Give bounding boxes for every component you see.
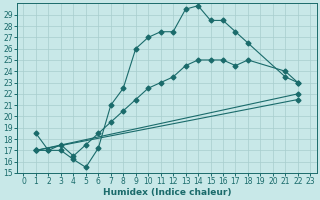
X-axis label: Humidex (Indice chaleur): Humidex (Indice chaleur) bbox=[103, 188, 231, 197]
